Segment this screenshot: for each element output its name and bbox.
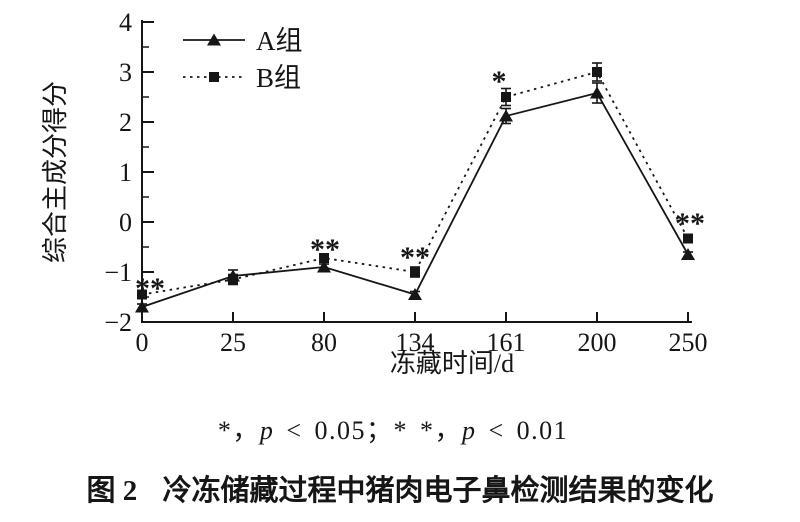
legend-marker [209, 72, 219, 82]
data-point-marker [408, 288, 422, 300]
x-tick-label: 25 [220, 328, 246, 357]
figure-title: 冷冻储藏过程中猪肉电子鼻检测结果的变化 [162, 475, 714, 507]
p-value-var: p [259, 416, 275, 445]
significance-asterisk: ** [400, 241, 430, 274]
data-point-marker [590, 86, 604, 99]
x-tick-label: 250 [669, 328, 708, 357]
legend-item-A组: A组 [183, 26, 303, 56]
x-axis-label: 冻藏时间/d [390, 349, 514, 378]
y-tick-label: −1 [104, 258, 132, 287]
data-point-marker [501, 92, 511, 102]
y-tick-label: 3 [119, 58, 132, 87]
sig1-threshold: < 0.05； [274, 416, 394, 445]
y-tick-label: 1 [119, 158, 132, 187]
data-point-marker [137, 289, 147, 300]
data-point-marker [683, 233, 693, 244]
legend-item-B组: B组 [183, 63, 301, 93]
sig2-threshold: < 0.01 [476, 416, 569, 445]
line-chart: −2 −1 0 1 2 3 4 0 25 80 134 161 200 250 冻藏时间/d 综合主成分得分 A… [41, 8, 708, 378]
y-axis-label: 综合主成分得分 [41, 81, 70, 263]
significance-note: *，p < 0.05；* *，p < 0.01 [0, 410, 786, 447]
x-tick-label: 134 [396, 328, 435, 357]
data-point-marker [228, 274, 238, 285]
y-tick-label: 0 [119, 208, 132, 237]
legend-label: B组 [256, 63, 301, 93]
x-tick-label: 80 [311, 328, 337, 357]
x-tick-label: 200 [578, 328, 617, 357]
p-value-var: p [462, 416, 477, 445]
series-B组 [137, 62, 693, 300]
figure-caption: 图 2 冷冻储藏过程中猪肉电子鼻检测结果的变化 [0, 467, 800, 509]
data-point-marker [317, 260, 331, 273]
significance-asterisk: * [492, 65, 507, 98]
data-point-marker [592, 67, 602, 77]
data-point-marker [319, 253, 329, 263]
y-tick-label: 4 [119, 8, 132, 37]
data-point-marker [410, 267, 420, 277]
legend: A组 B组 [183, 26, 303, 93]
significance-asterisk: ** [675, 207, 705, 240]
y-axis-ticks: −2 −1 0 1 2 3 4 [104, 8, 154, 337]
significance-marks: **** ***** [135, 65, 705, 305]
x-tick-label: 0 [136, 328, 149, 357]
y-tick-label: −2 [104, 308, 132, 337]
x-axis-ticks: 0 25 80 134 161 200 250 [136, 312, 708, 357]
significance-asterisk: ** [310, 233, 340, 266]
figure-number: 图 2 [86, 475, 138, 507]
data-point-marker [135, 300, 149, 313]
data-point-marker [681, 248, 695, 260]
legend-label: A组 [256, 26, 303, 56]
x-tick-label: 161 [487, 328, 526, 357]
sig2-symbol: * *， [393, 416, 463, 445]
y-tick-label: 2 [119, 108, 132, 137]
legend-marker [207, 33, 221, 46]
series-A组 [135, 82, 695, 313]
significance-asterisk: ** [135, 272, 165, 305]
data-point-marker [499, 109, 513, 122]
sig1-symbol: *， [217, 416, 260, 445]
